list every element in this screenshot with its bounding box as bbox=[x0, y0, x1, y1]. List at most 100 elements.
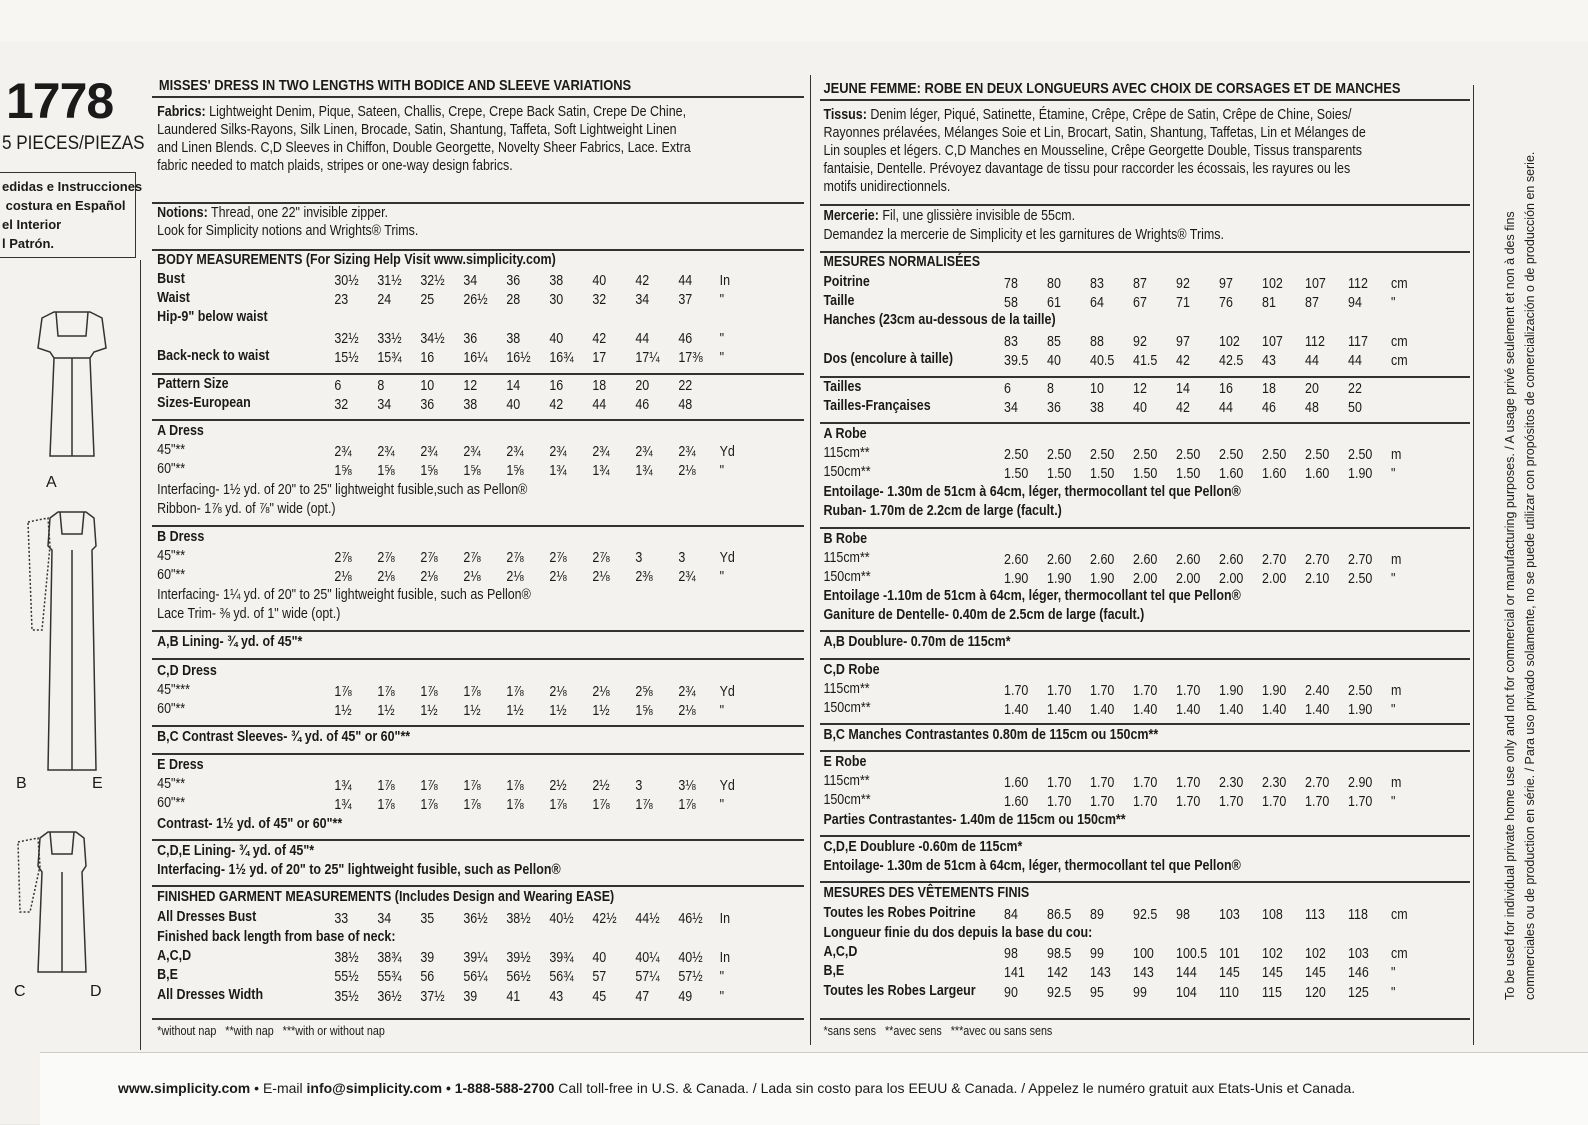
size-value: 101 bbox=[1219, 946, 1240, 962]
size-value: 38 bbox=[506, 331, 521, 347]
unit-label: cm bbox=[1391, 907, 1408, 923]
a-60-label: 60"** bbox=[157, 461, 186, 477]
be-label: B,E bbox=[157, 967, 178, 983]
finished-back-length-label: Finished back length from base of neck: bbox=[157, 929, 396, 945]
english-column: MISSES' DRESS IN TWO LENGTHS WITH BODICE… bbox=[152, 0, 812, 1050]
size-value: 40½ bbox=[549, 911, 574, 927]
size-value: 44 bbox=[1219, 400, 1233, 416]
size-value: 16 bbox=[420, 350, 435, 366]
bust-label: Bust bbox=[157, 271, 185, 287]
unit-label: " bbox=[719, 463, 725, 479]
size-value: 1.40 bbox=[1047, 702, 1072, 718]
unit-label: cm bbox=[1391, 353, 1408, 369]
a-45-label: 45"** bbox=[157, 442, 186, 458]
size-value: 40 bbox=[592, 273, 607, 289]
size-value: 40¼ bbox=[635, 950, 660, 966]
size-value: 1⅞ bbox=[420, 778, 438, 794]
size-value: 17¼ bbox=[635, 350, 660, 366]
size-value: 2.50 bbox=[1004, 447, 1029, 463]
size-value: 2.70 bbox=[1348, 552, 1373, 568]
footer-email-label: • E-mail bbox=[254, 1080, 303, 1096]
size-value: 95 bbox=[1090, 985, 1104, 1001]
size-value: 1⅞ bbox=[377, 778, 395, 794]
size-value: 92 bbox=[1176, 276, 1190, 292]
size-value: 1⅞ bbox=[592, 797, 610, 813]
size-value: 40 bbox=[1047, 353, 1061, 369]
fr-rule bbox=[820, 1018, 1470, 1020]
en-rule bbox=[152, 202, 804, 204]
size-value: 102 bbox=[1305, 946, 1326, 962]
size-value: 41 bbox=[506, 989, 521, 1005]
size-value: 44 bbox=[1348, 353, 1362, 369]
size-value: 38½ bbox=[506, 911, 531, 927]
unit-label: " bbox=[719, 350, 725, 366]
mercerie-label: Mercerie: bbox=[823, 208, 879, 224]
dress-sketches bbox=[17, 311, 107, 973]
size-value: 1⅞ bbox=[678, 797, 696, 813]
pattern-size-label: Pattern Size bbox=[157, 376, 229, 392]
size-value: 1.70 bbox=[1047, 775, 1072, 791]
size-value: 56½ bbox=[506, 969, 531, 985]
size-value: 20 bbox=[1305, 381, 1319, 397]
size-value: 41.5 bbox=[1133, 353, 1158, 369]
size-value: 39½ bbox=[506, 950, 531, 966]
center-divider bbox=[810, 75, 811, 1045]
size-value: 1⅝ bbox=[635, 703, 653, 719]
size-value: 46½ bbox=[678, 911, 703, 927]
size-value: 1.70 bbox=[1133, 775, 1158, 791]
size-value: 1.90 bbox=[1047, 571, 1072, 587]
size-value: 2.50 bbox=[1348, 447, 1373, 463]
size-value: 46 bbox=[678, 331, 693, 347]
ab-doublure: A,B Doublure- 0.70m de 115cm* bbox=[823, 634, 1011, 650]
size-value: 1⅝ bbox=[420, 463, 438, 479]
size-value: 1⅝ bbox=[377, 463, 395, 479]
size-value: 55½ bbox=[334, 969, 359, 985]
size-value: 64 bbox=[1090, 295, 1104, 311]
size-value: 16¼ bbox=[463, 350, 488, 366]
size-value: 2.60 bbox=[1090, 552, 1115, 568]
size-value: 1.70 bbox=[1176, 794, 1201, 810]
size-value: 87 bbox=[1133, 276, 1147, 292]
size-value: 23 bbox=[334, 292, 349, 308]
size-value: 39 bbox=[463, 989, 478, 1005]
fabrics-label: Fabrics: bbox=[157, 104, 206, 120]
size-value: 38 bbox=[463, 397, 478, 413]
b-entoilage: Entoilage -1.10m de 51cm à 64cm, léger, … bbox=[823, 588, 1241, 604]
size-value: 1½ bbox=[506, 703, 524, 719]
size-value: 125 bbox=[1348, 985, 1369, 1001]
all-dresses-width-label: All Dresses Width bbox=[157, 987, 264, 1003]
unit-label: m bbox=[1391, 683, 1402, 699]
size-value: 1¾ bbox=[592, 463, 610, 479]
size-value: 110 bbox=[1219, 985, 1239, 1001]
size-value: 83 bbox=[1090, 276, 1104, 292]
french-title: JEUNE FEMME: ROBE EN DEUX LONGUEURS AVEC… bbox=[823, 80, 1401, 97]
a-150-label: 150cm** bbox=[823, 464, 871, 480]
mercerie-line-2: Demandez la mercerie de Simplicity et le… bbox=[823, 227, 1224, 243]
size-value: 2¾ bbox=[592, 444, 610, 460]
size-value: 37½ bbox=[420, 989, 445, 1005]
size-value: 78 bbox=[1004, 276, 1018, 292]
unit-label: Yd bbox=[719, 444, 735, 460]
size-value: 85 bbox=[1047, 334, 1061, 350]
a-robe-label: A Robe bbox=[823, 426, 867, 442]
size-value: 2¾ bbox=[635, 444, 653, 460]
fr-rule bbox=[820, 376, 1470, 378]
unit-label: " bbox=[1391, 295, 1396, 311]
a-ruban: Ruban- 1.70m de 2.2cm de large (facult.) bbox=[823, 503, 1062, 519]
size-value: 86.5 bbox=[1047, 907, 1072, 923]
size-value: 26½ bbox=[463, 292, 488, 308]
size-value: 100.5 bbox=[1176, 946, 1208, 962]
toutes-robes-largeur-label: Toutes les Robes Largeur bbox=[823, 983, 976, 999]
ab-lining: A,B Lining- ¾ yd. of 45"* bbox=[157, 634, 303, 650]
b-robe-label: B Robe bbox=[823, 531, 868, 547]
unit-label: " bbox=[1391, 466, 1396, 482]
dress-a-sketch bbox=[37, 311, 107, 457]
tissus-line-4: fantaisie, Dentelle. Prévoyez davantage … bbox=[823, 161, 1351, 177]
taille-label: Taille bbox=[823, 293, 855, 309]
size-value: 1⅞ bbox=[463, 797, 481, 813]
size-value: 25 bbox=[420, 292, 435, 308]
size-value: 2⅞ bbox=[463, 550, 481, 566]
notions-line-2: Look for Simplicity notions and Wrights®… bbox=[157, 223, 419, 239]
fr-rule bbox=[820, 527, 1470, 529]
size-value: 1.60 bbox=[1262, 466, 1287, 482]
